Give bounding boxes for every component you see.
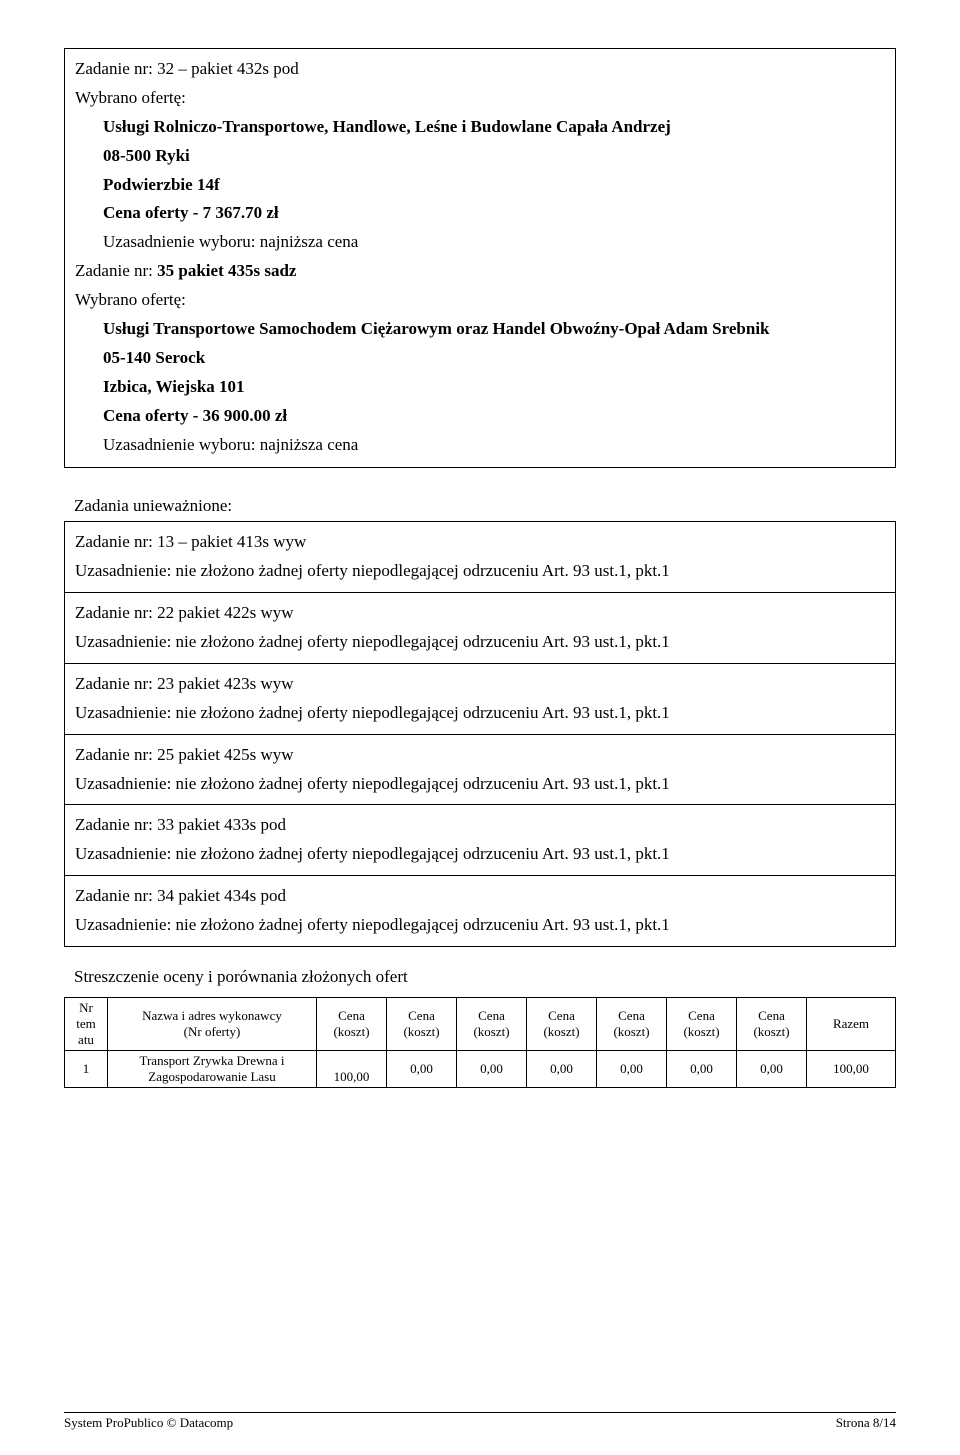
- cancel-reason: Uzasadnienie: nie złożono żadnej oferty …: [75, 840, 885, 869]
- footer-right: Strona 8/14: [836, 1415, 896, 1431]
- selected-offer-box: Zadanie nr: 32 – pakiet 432s pod Wybrano…: [64, 48, 896, 468]
- cancel-title: Zadanie nr: 25 pakiet 425s wyw: [75, 741, 885, 770]
- task-line: Zadanie nr: 32 – pakiet 432s pod: [75, 55, 885, 84]
- cancel-reason: Uzasadnienie: nie złożono żadnej oferty …: [75, 699, 885, 728]
- th-cena: Cena(koszt): [317, 998, 387, 1051]
- th-text: Cena: [461, 1008, 522, 1024]
- th-cena: Cena(koszt): [457, 998, 527, 1051]
- cancel-reason: Uzasadnienie: nie złożono żadnej oferty …: [75, 911, 885, 940]
- cancel-box: Zadanie nr: 13 – pakiet 413s wyw Uzasadn…: [64, 521, 896, 593]
- table-row: 1 Transport Zrywka Drewna i Zagospodarow…: [65, 1051, 896, 1088]
- th-name: Nazwa i adres wykonawcy (Nr oferty): [108, 998, 317, 1051]
- cancel-box: Zadanie nr: 33 pakiet 433s pod Uzasadnie…: [64, 805, 896, 876]
- company2-city: 05-140 Serock: [75, 344, 885, 373]
- cancelled-list: Zadanie nr: 13 – pakiet 413s wyw Uzasadn…: [64, 521, 896, 947]
- task2-prefix: Zadanie nr:: [75, 261, 157, 280]
- th-text: (Nr oferty): [112, 1024, 312, 1040]
- td-text: Zagospodarowanie Lasu: [112, 1069, 312, 1085]
- th-text: Nazwa i adres wykonawcy: [112, 1008, 312, 1024]
- cancel-title: Zadanie nr: 34 pakiet 434s pod: [75, 882, 885, 911]
- footer-left: System ProPublico © Datacomp: [64, 1415, 233, 1431]
- th-text: Nr: [69, 1000, 103, 1016]
- td-razem: 100,00: [807, 1051, 896, 1088]
- table-header-row: Nr tem atu Nazwa i adres wykonawcy (Nr o…: [65, 998, 896, 1051]
- th-cena: Cena(koszt): [387, 998, 457, 1051]
- td-cena: 0,00: [597, 1051, 667, 1088]
- th-nr: Nr tem atu: [65, 998, 108, 1051]
- summary-title: Streszczenie oceny i porównania złożonyc…: [74, 967, 896, 987]
- cancel-reason: Uzasadnienie: nie złożono żadnej oferty …: [75, 770, 885, 799]
- th-text: (koszt): [671, 1024, 732, 1040]
- td-cena: 0,00: [527, 1051, 597, 1088]
- td-text: Transport Zrywka Drewna i: [112, 1053, 312, 1069]
- th-text: Cena: [531, 1008, 592, 1024]
- chosen-label-2: Wybrano ofertę:: [75, 286, 885, 315]
- th-text: atu: [69, 1032, 103, 1048]
- justification: Uzasadnienie wyboru: najniższa cena: [75, 228, 885, 257]
- company-address: Podwierzbie 14f: [75, 171, 885, 200]
- td-cena: 0,00: [737, 1051, 807, 1088]
- th-cena: Cena(koszt): [667, 998, 737, 1051]
- th-text: (koszt): [321, 1024, 382, 1040]
- company2-name: Usługi Transportowe Samochodem Ciężarowy…: [75, 315, 885, 344]
- th-text: Cena: [671, 1008, 732, 1024]
- cancel-box: Zadanie nr: 25 pakiet 425s wyw Uzasadnie…: [64, 735, 896, 806]
- cancel-box: Zadanie nr: 23 pakiet 423s wyw Uzasadnie…: [64, 664, 896, 735]
- th-cena: Cena(koszt): [527, 998, 597, 1051]
- cancel-box: Zadanie nr: 22 pakiet 422s wyw Uzasadnie…: [64, 593, 896, 664]
- td-cena: 100,00: [317, 1051, 387, 1088]
- cancel-title: Zadanie nr: 33 pakiet 433s pod: [75, 811, 885, 840]
- summary-table: Nr tem atu Nazwa i adres wykonawcy (Nr o…: [64, 997, 896, 1088]
- th-text: Cena: [391, 1008, 452, 1024]
- th-text: (koszt): [531, 1024, 592, 1040]
- td-name: Transport Zrywka Drewna i Zagospodarowan…: [108, 1051, 317, 1088]
- cancel-title: Zadanie nr: 13 – pakiet 413s wyw: [75, 528, 885, 557]
- th-text: (koszt): [461, 1024, 522, 1040]
- th-text: (koszt): [601, 1024, 662, 1040]
- th-text: (koszt): [741, 1024, 802, 1040]
- td-nr: 1: [65, 1051, 108, 1088]
- th-text: Cena: [741, 1008, 802, 1024]
- offer-price: Cena oferty - 7 367.70 zł: [75, 199, 885, 228]
- cancel-reason: Uzasadnienie: nie złożono żadnej oferty …: [75, 557, 885, 586]
- company-city: 08-500 Ryki: [75, 142, 885, 171]
- th-cena: Cena(koszt): [737, 998, 807, 1051]
- td-cena: 0,00: [387, 1051, 457, 1088]
- cancelled-title: Zadania unieważnione:: [74, 492, 896, 521]
- task2-bold: 35 pakiet 435s sadz: [157, 261, 296, 280]
- th-text: (koszt): [391, 1024, 452, 1040]
- task-line-2: Zadanie nr: 35 pakiet 435s sadz: [75, 257, 885, 286]
- th-text: Cena: [601, 1008, 662, 1024]
- cancel-reason: Uzasadnienie: nie złożono żadnej oferty …: [75, 628, 885, 657]
- cancel-box: Zadanie nr: 34 pakiet 434s pod Uzasadnie…: [64, 876, 896, 947]
- th-text: Cena: [321, 1008, 382, 1024]
- cancel-title: Zadanie nr: 22 pakiet 422s wyw: [75, 599, 885, 628]
- td-cena: 0,00: [457, 1051, 527, 1088]
- offer-price-2: Cena oferty - 36 900.00 zł: [75, 402, 885, 431]
- chosen-label: Wybrano ofertę:: [75, 84, 885, 113]
- cancel-title: Zadanie nr: 23 pakiet 423s wyw: [75, 670, 885, 699]
- company-name: Usługi Rolniczo-Transportowe, Handlowe, …: [75, 113, 885, 142]
- th-razem: Razem: [807, 998, 896, 1051]
- th-cena: Cena(koszt): [597, 998, 667, 1051]
- td-cena: 0,00: [667, 1051, 737, 1088]
- footer: System ProPublico © Datacomp Strona 8/14: [64, 1412, 896, 1431]
- justification-2: Uzasadnienie wyboru: najniższa cena: [75, 431, 885, 460]
- company2-address: Izbica, Wiejska 101: [75, 373, 885, 402]
- th-text: tem: [69, 1016, 103, 1032]
